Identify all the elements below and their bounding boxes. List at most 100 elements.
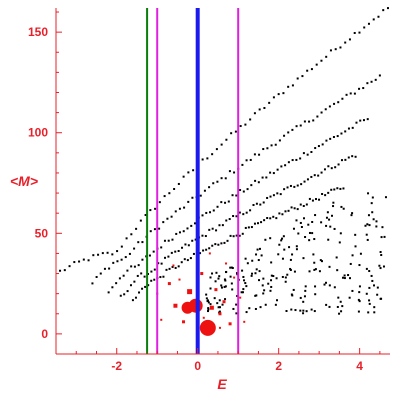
data-point <box>349 262 352 265</box>
data-point <box>269 289 272 292</box>
data-point <box>339 187 342 190</box>
data-point <box>241 163 244 166</box>
highlight-point <box>173 303 178 308</box>
data-point <box>289 269 292 272</box>
data-point <box>267 282 270 285</box>
data-point <box>217 306 220 309</box>
data-point <box>340 205 343 208</box>
data-point <box>258 247 261 250</box>
data-point <box>272 275 275 278</box>
data-point <box>220 201 223 204</box>
data-point <box>295 245 298 248</box>
data-point <box>313 261 316 264</box>
data-point <box>289 184 292 187</box>
data-point <box>141 287 144 290</box>
data-point <box>344 41 347 44</box>
data-point <box>357 298 360 301</box>
data-point <box>207 301 210 304</box>
data-point <box>250 226 253 229</box>
data-point <box>221 224 224 227</box>
data-point <box>366 118 369 121</box>
chart-axes: -2 0 2 4 0 50 100 150 <box>28 8 390 373</box>
data-point <box>253 153 256 156</box>
data-point <box>357 310 360 313</box>
data-point <box>281 237 284 240</box>
data-point <box>244 226 247 229</box>
data-point <box>274 143 277 146</box>
data-point <box>362 119 365 122</box>
data-point <box>138 291 141 294</box>
data-point <box>332 135 335 138</box>
data-point <box>229 266 232 269</box>
data-point <box>218 224 221 227</box>
x-tick-label: 0 <box>194 359 201 373</box>
data-point <box>168 192 171 195</box>
data-point <box>376 293 379 296</box>
data-point <box>328 265 331 268</box>
data-point <box>242 190 245 193</box>
data-point <box>91 282 94 285</box>
data-point <box>182 230 185 233</box>
data-point <box>320 171 323 174</box>
data-point <box>274 303 277 306</box>
y-tick-label: 150 <box>28 25 48 39</box>
data-point <box>354 245 357 248</box>
data-point <box>282 92 285 95</box>
data-point <box>215 148 218 151</box>
data-point <box>59 269 62 272</box>
data-point <box>299 309 302 312</box>
data-point <box>351 254 354 257</box>
data-point <box>107 291 110 294</box>
data-point <box>207 310 210 313</box>
data-point <box>262 148 265 151</box>
data-point <box>228 170 231 173</box>
data-point <box>205 297 208 300</box>
data-point <box>290 308 293 311</box>
data-point <box>384 196 387 199</box>
data-point <box>314 268 317 271</box>
data-point <box>255 294 258 297</box>
data-point <box>97 253 100 256</box>
data-point <box>158 227 161 230</box>
data-point <box>264 303 267 306</box>
data-point <box>378 74 381 77</box>
data-point <box>178 231 181 234</box>
data-point <box>353 92 356 95</box>
data-point <box>327 238 330 241</box>
data-point <box>262 277 265 280</box>
data-point <box>272 215 275 218</box>
data-point <box>368 299 371 302</box>
data-point <box>166 217 169 220</box>
data-point <box>229 234 232 237</box>
data-point <box>313 174 316 177</box>
data-point <box>381 226 384 229</box>
data-point <box>133 247 136 250</box>
data-point <box>347 156 350 159</box>
data-point <box>163 239 166 242</box>
data-point <box>244 123 247 126</box>
data-point <box>82 258 85 261</box>
data-point <box>304 235 307 238</box>
data-point <box>150 270 153 273</box>
data-point <box>287 161 290 164</box>
data-point <box>244 257 247 260</box>
data-point <box>259 203 262 206</box>
data-point <box>330 167 333 170</box>
data-point <box>374 78 377 81</box>
data-point <box>276 299 279 302</box>
data-point <box>351 212 354 215</box>
data-point <box>249 158 252 161</box>
data-point <box>276 192 279 195</box>
data-point <box>153 268 156 271</box>
data-point <box>299 157 302 160</box>
data-point <box>234 130 237 133</box>
data-point <box>239 125 242 128</box>
data-point <box>232 215 235 218</box>
data-point <box>313 238 316 241</box>
data-point <box>270 285 273 288</box>
data-point <box>137 264 140 267</box>
highlight-point <box>167 282 171 286</box>
data-point <box>308 231 311 234</box>
data-point <box>213 297 216 300</box>
